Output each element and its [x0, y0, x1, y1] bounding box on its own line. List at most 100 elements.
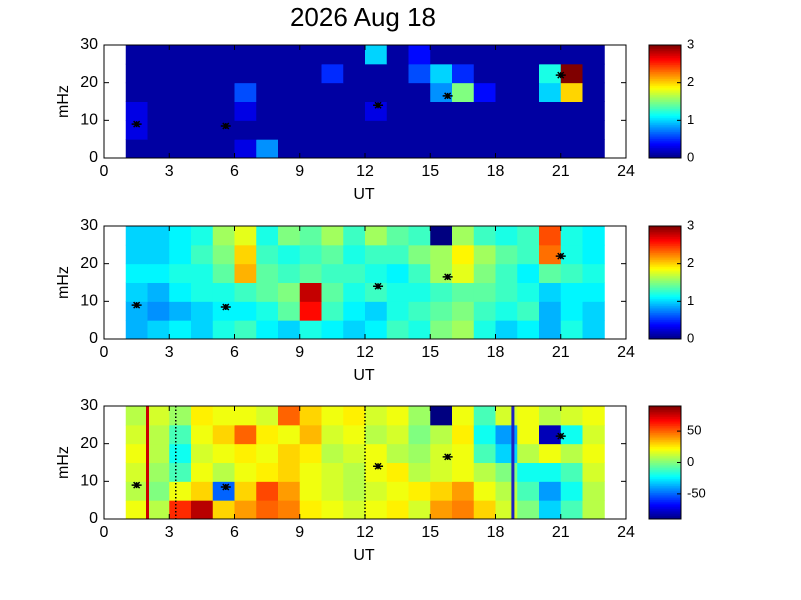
- heatmap-cell: [343, 282, 366, 302]
- heatmap-cell: [278, 244, 301, 265]
- colorbar-segment: [649, 143, 681, 147]
- heatmap-cell: [125, 45, 148, 65]
- x-tick-label: 0: [100, 524, 109, 541]
- heatmap-cell: [452, 63, 475, 84]
- colorbar-segment: [649, 71, 681, 74]
- heatmap-cell: [147, 63, 170, 84]
- colorbar-segment: [649, 245, 681, 248]
- heatmap-cell: [212, 301, 235, 321]
- colorbar-segment: [649, 504, 681, 508]
- heatmap-cell: [125, 320, 148, 340]
- marker: [442, 273, 453, 281]
- heatmap-cell: [430, 301, 453, 321]
- heatmap-cell: [343, 139, 366, 159]
- colorbar-segment: [649, 301, 681, 305]
- colorbar-segment: [649, 423, 681, 426]
- colorbar-segment: [649, 474, 681, 478]
- colorbar-segment: [649, 127, 681, 131]
- heatmap-cell: [365, 301, 388, 321]
- heatmap-cell: [278, 301, 301, 321]
- heatmap-cell: [147, 101, 170, 121]
- heatmap-cell: [408, 101, 431, 121]
- heatmap-cell: [539, 101, 562, 121]
- heatmap-cell: [430, 320, 453, 340]
- colorbar-segment: [649, 108, 681, 111]
- y-axis-label: mHz: [55, 85, 72, 118]
- heatmap-cell: [452, 320, 475, 340]
- colorbar-segment: [649, 119, 681, 122]
- colorbar-segment: [649, 286, 681, 289]
- heatmap-cell: [278, 63, 301, 84]
- heatmap-cell: [191, 320, 214, 340]
- colorbar-segment: [649, 510, 681, 513]
- heatmap-cell: [321, 101, 344, 121]
- y-tick-label: 10: [80, 293, 98, 310]
- heatmap-cell: [212, 120, 235, 140]
- marker: [555, 432, 566, 440]
- x-tick-label: 6: [230, 524, 239, 541]
- colorbar-segment: [649, 298, 681, 301]
- heatmap-cell: [321, 406, 344, 426]
- colorbar-segment: [649, 226, 681, 229]
- colorbar-segment: [649, 289, 681, 292]
- heatmap-cell: [408, 462, 431, 482]
- heatmap-cell: [278, 226, 301, 246]
- colorbar-segment: [649, 494, 681, 497]
- colorbar-segment: [649, 296, 681, 299]
- heatmap-cell: [386, 424, 409, 445]
- heatmap-cell: [147, 301, 170, 321]
- heatmap-cell: [147, 82, 170, 102]
- x-tick-label: 21: [552, 524, 570, 541]
- colorbar-segment: [649, 152, 681, 155]
- colorbar-segment: [649, 488, 681, 492]
- colorbar-segment: [649, 492, 681, 495]
- heatmap-cell: [278, 424, 301, 445]
- colorbar-segment: [649, 517, 681, 520]
- heatmap-cell: [452, 244, 475, 265]
- colorbar-segment: [649, 106, 681, 110]
- heatmap-cell: [169, 320, 192, 340]
- x-tick-label: 3: [165, 344, 174, 361]
- heatmap-cell: [169, 301, 192, 321]
- colorbar-segment: [649, 469, 681, 472]
- heatmap-cell: [212, 63, 235, 84]
- colorbar-segment: [649, 256, 681, 259]
- heatmap-cell: [234, 424, 257, 445]
- colorbar-segment: [649, 508, 681, 511]
- heatmap-cell: [234, 244, 257, 265]
- heatmap-cell: [321, 301, 344, 321]
- heatmap-cell: [495, 244, 518, 265]
- heatmap-cell: [212, 481, 235, 501]
- heatmap-cell: [365, 226, 388, 246]
- heatmap-cell: [430, 481, 453, 501]
- heatmap-cell: [582, 263, 605, 283]
- heatmap-cell: [169, 120, 192, 140]
- heatmap-cell: [278, 82, 301, 102]
- colorbar-segment: [649, 476, 681, 479]
- heatmap-cell: [191, 226, 214, 246]
- heatmap-cell: [408, 226, 431, 246]
- heatmap-cell: [256, 424, 279, 445]
- colorbar-segment: [649, 80, 681, 83]
- heatmap-cell: [343, 120, 366, 140]
- heatmap-cell: [125, 120, 148, 140]
- colorbar-segment: [649, 105, 681, 108]
- heatmap-cell: [452, 301, 475, 321]
- colorbar-segment: [649, 240, 681, 243]
- heatmap-cell: [147, 481, 170, 501]
- heatmap-cell: [430, 244, 453, 265]
- colorbar-segment: [649, 432, 681, 435]
- heatmap-cell: [147, 406, 170, 426]
- heatmap-cell: [517, 282, 540, 302]
- x-tick-label: 18: [487, 524, 505, 541]
- colorbar-segment: [649, 485, 681, 488]
- heatmap-cell: [321, 481, 344, 501]
- heatmap-cell: [212, 101, 235, 121]
- colorbar-segment: [649, 326, 681, 329]
- heatmap-cell: [234, 443, 257, 463]
- heatmap-cell: [430, 282, 453, 302]
- heatmap-cell: [560, 500, 583, 520]
- x-tick-label: 9: [295, 163, 304, 180]
- marker: [131, 301, 142, 309]
